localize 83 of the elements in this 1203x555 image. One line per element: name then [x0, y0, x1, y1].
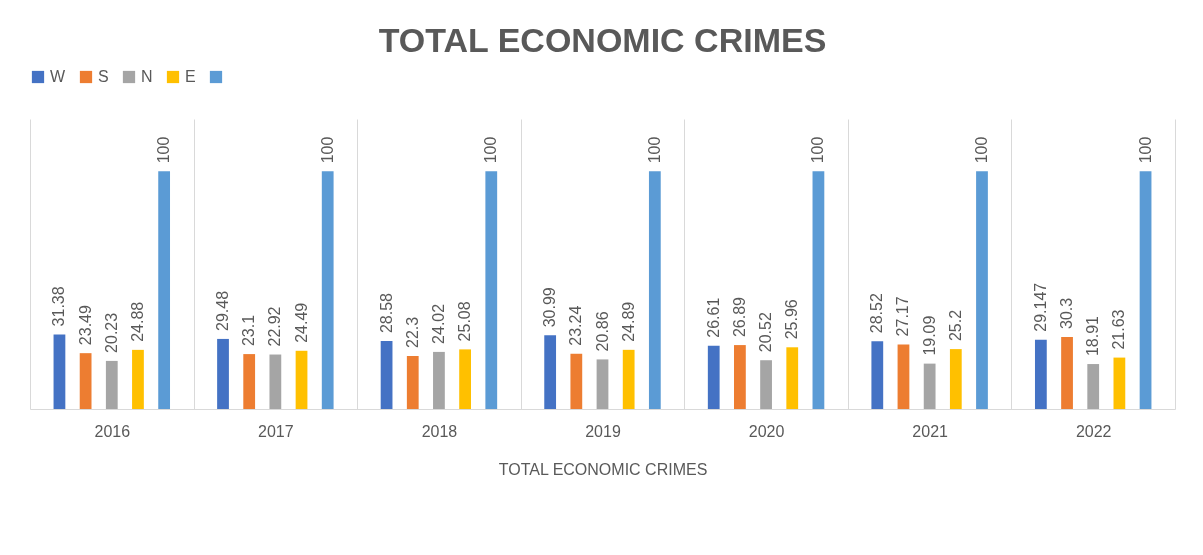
bar [217, 338, 229, 409]
x-axis-title: TOTAL ECONOMIC CRIMES [498, 460, 708, 478]
data-label: 22.92 [266, 306, 284, 347]
data-label: 20.23 [102, 312, 120, 353]
data-label: 100 [645, 136, 663, 164]
bar [622, 349, 635, 409]
bar [79, 353, 92, 409]
data-label: 29.147 [1031, 282, 1049, 332]
data-label: 28.58 [377, 292, 395, 334]
data-label: 100 [809, 136, 827, 164]
bar [734, 345, 746, 409]
data-label: 24.88 [128, 301, 146, 342]
data-label: 18.91 [1084, 315, 1102, 357]
bar [132, 349, 144, 409]
data-label: 30.3 [1058, 297, 1076, 329]
data-label: 27.17 [894, 296, 912, 337]
bar [243, 354, 256, 409]
data-label: 24.49 [292, 302, 310, 343]
data-label: 26.61 [704, 297, 722, 338]
bar [871, 341, 884, 409]
bar [53, 334, 66, 409]
legend-label: S [98, 68, 109, 85]
chart-title: TOTAL ECONOMIC CRIMES [378, 21, 827, 59]
bar [380, 341, 393, 409]
bar [1087, 364, 1100, 409]
data-label: 20.52 [757, 312, 775, 353]
bar [295, 350, 308, 409]
data-label: 21.63 [1110, 309, 1128, 350]
x-tick-label: 2022 [1075, 422, 1112, 440]
bar [949, 349, 962, 409]
bar [812, 171, 825, 409]
bar [433, 351, 445, 409]
data-label: 100 [482, 136, 500, 164]
bar [760, 360, 772, 409]
bar [1113, 357, 1126, 409]
bar [321, 171, 334, 409]
bar [158, 171, 171, 409]
bar [269, 354, 282, 409]
bar [570, 353, 583, 409]
data-label: 22.3 [403, 316, 421, 348]
bar [648, 171, 661, 409]
bar [976, 171, 988, 409]
x-tick-label: 2020 [748, 422, 785, 440]
data-label: 26.89 [730, 296, 748, 338]
data-label: 100 [155, 136, 173, 164]
legend-label: N [141, 68, 153, 85]
data-label: 23.24 [567, 305, 585, 346]
bar [1061, 336, 1073, 409]
legend-label: E [185, 68, 196, 85]
bar [485, 171, 498, 409]
legend-label: W [50, 68, 66, 85]
bar [1034, 339, 1047, 409]
data-label: 100 [1136, 136, 1154, 164]
data-label: 23.49 [76, 305, 94, 346]
data-label: 24.02 [429, 303, 447, 344]
x-tick-label: 2016 [94, 422, 131, 440]
bar [105, 360, 118, 409]
bar [596, 359, 609, 409]
x-tick-label: 2018 [421, 422, 458, 440]
bar [707, 345, 720, 409]
x-tick-label: 2017 [258, 422, 294, 440]
bar [459, 349, 471, 409]
bar [544, 335, 557, 409]
data-label: 24.89 [619, 301, 637, 342]
data-label: 19.09 [920, 315, 938, 356]
data-label: 31.38 [50, 286, 68, 327]
data-label: 20.86 [593, 311, 611, 352]
data-label: 100 [318, 136, 336, 164]
data-label: 29.48 [214, 290, 232, 331]
data-label: 23.1 [240, 314, 258, 347]
data-label: 30.99 [541, 287, 559, 328]
bar [923, 363, 936, 409]
data-label: 28.52 [868, 293, 886, 334]
bar [897, 344, 910, 409]
data-label: 100 [972, 136, 990, 164]
bar [1139, 171, 1152, 409]
bar [406, 355, 419, 409]
data-label: 25.2 [946, 309, 964, 342]
bar [786, 347, 799, 409]
x-tick-label: 2019 [585, 422, 621, 440]
x-tick-label: 2021 [912, 422, 949, 440]
data-label: 25.96 [783, 299, 801, 340]
data-label: 25.08 [456, 301, 474, 342]
